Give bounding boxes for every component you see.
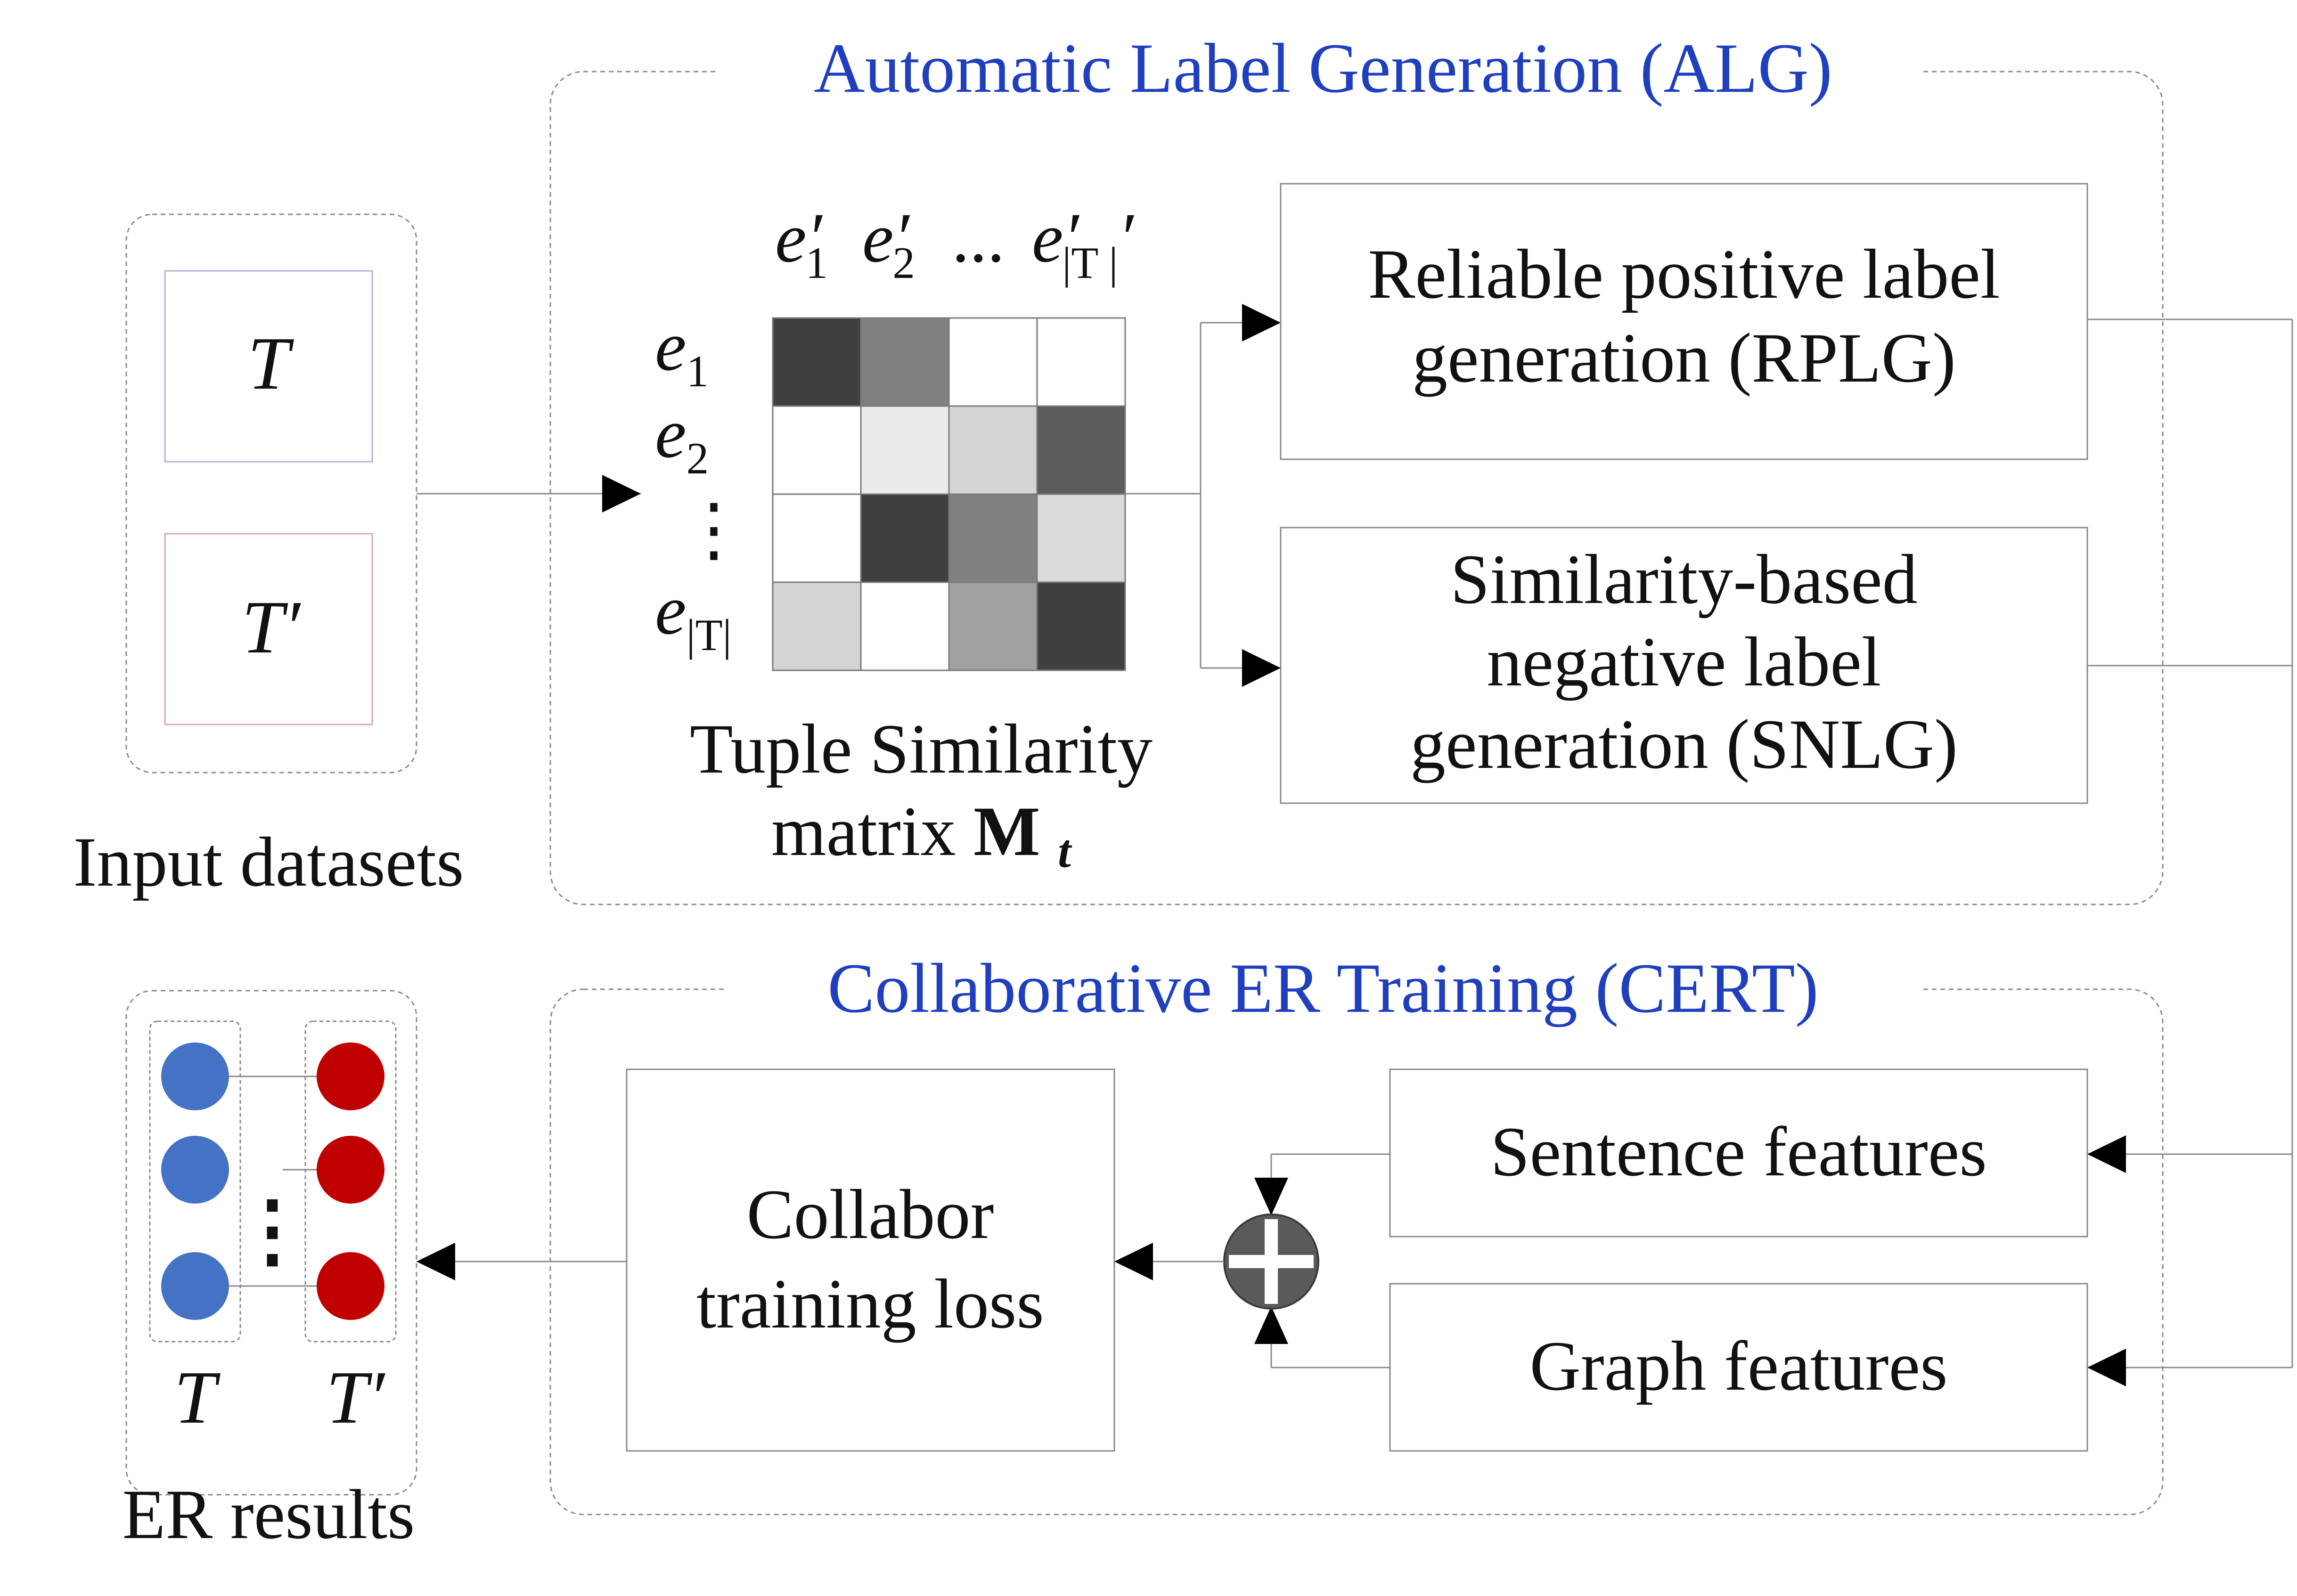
matrix-symbol-sub: t — [1058, 825, 1072, 877]
matrix-cell-r1-c2 — [860, 317, 950, 407]
arrowhead-matrix-to-snlg — [1242, 649, 1281, 687]
arrowhead-input-to-matrix — [602, 475, 641, 513]
rplg-box — [1280, 183, 2088, 460]
dataset-t-prime-label: T′ — [242, 585, 301, 669]
snlg-box — [1280, 527, 2088, 804]
collab-loss-line2: training loss — [696, 1265, 1044, 1343]
matrix-cell-r4-c3 — [948, 581, 1038, 671]
result-entity-t-prime-1 — [317, 1042, 384, 1110]
result-entity-t-1 — [161, 1042, 229, 1110]
er-results-caption: ER results — [123, 1475, 415, 1554]
rplg-label-line2: generation (RPLG) — [1412, 319, 1956, 397]
matrix-row-label-2: e2 — [655, 394, 709, 483]
sentence-features-box — [1389, 1068, 2088, 1238]
arrowhead-combine-to-loss — [1114, 1243, 1153, 1280]
matrix-cell-r1-c3 — [948, 317, 1038, 407]
result-entity-t-prime-2 — [317, 1136, 384, 1204]
matrix-column-labels: e′1 e′2... e′|T |′ — [775, 199, 1135, 288]
matrix-cell-r3-c2 — [860, 493, 950, 583]
input-datasets-caption: Input datasets — [74, 823, 464, 901]
collab-loss-line1: Collabor — [747, 1175, 994, 1254]
matrix-cell-r4-c2 — [860, 581, 950, 671]
matrix-cell-r1-c4 — [1036, 317, 1126, 407]
matrix-cell-r2-c3 — [948, 405, 1038, 495]
arrowhead-to-graph-features — [2087, 1349, 2126, 1386]
arrowhead-matrix-to-rplg — [1242, 304, 1281, 342]
arrowhead-to-sentence-features — [2087, 1135, 2126, 1173]
matrix-cell-r1-c1 — [772, 317, 862, 407]
matrix-col-label-4: e′|T |′ — [1032, 199, 1135, 288]
matrix-cell-r2-c4 — [1036, 405, 1126, 495]
matrix-col-label-1: e′1 — [775, 199, 828, 288]
rplg-label-line1: Reliable positive label — [1368, 235, 2000, 313]
matrix-cell-r2-c2 — [860, 405, 950, 495]
plus-circle-icon — [1223, 1213, 1319, 1310]
results-t-label: T — [174, 1355, 221, 1439]
results-left-column — [149, 1020, 241, 1343]
result-entity-t-2 — [161, 1136, 229, 1204]
matrix-cell-r4-c4 — [1036, 581, 1126, 671]
results-t-prime-label: T′ — [326, 1355, 385, 1439]
alg-title: Automatic Label Generation (ALG) — [814, 29, 1832, 107]
matrix-caption-line1: Tuple Similarity — [690, 710, 1153, 788]
results-ellipsis: ⋮ — [232, 1187, 312, 1275]
arrowhead-graph-to-combine — [1254, 1306, 1288, 1344]
matrix-cell-r3-c3 — [948, 493, 1038, 583]
input-datasets-container — [125, 213, 417, 774]
snlg-label-line1: Similarity-based — [1450, 540, 1917, 619]
collab-loss-box — [626, 1068, 1115, 1452]
result-entity-t-3 — [161, 1252, 229, 1320]
arrowhead-loss-to-results — [417, 1243, 455, 1280]
matrix-cell-r2-c1 — [772, 405, 862, 495]
er-results-container — [125, 990, 417, 1496]
matrix-cell-r3-c1 — [772, 493, 862, 583]
matrix-caption-line2: matrix M t — [771, 792, 1072, 877]
dataset-t-prime-box — [164, 533, 373, 725]
results-right-column — [304, 1020, 397, 1343]
matrix-col-label-2: e′2 — [862, 199, 915, 288]
graph-features-label: Graph features — [1529, 1327, 1947, 1405]
graph-features-box — [1389, 1283, 2088, 1452]
matrix-symbol: M — [973, 792, 1040, 871]
matrix-cell-r3-c4 — [1036, 493, 1126, 583]
sentence-features-label: Sentence features — [1490, 1113, 1987, 1191]
matrix-col-label-3: ... — [952, 199, 1005, 277]
dataset-t-box — [164, 270, 373, 463]
matrix-row-label-4: e|T| — [655, 571, 732, 660]
matrix-caption-word: matrix — [771, 792, 956, 871]
matrix-cell-r4-c1 — [772, 581, 862, 671]
result-entity-t-prime-3 — [317, 1252, 384, 1320]
dataset-t-label: T — [248, 321, 294, 405]
snlg-label-line3: generation (SNLG) — [1410, 705, 1958, 783]
similarity-matrix — [772, 317, 1126, 671]
cert-title: Collaborative ER Training (CERT) — [827, 949, 1818, 1027]
arrowhead-sentence-to-combine — [1254, 1178, 1288, 1215]
matrix-row-label-1: e1 — [655, 307, 709, 396]
matrix-row-label-3: ⋮ — [678, 491, 749, 569]
snlg-label-line2: negative label — [1487, 623, 1881, 701]
